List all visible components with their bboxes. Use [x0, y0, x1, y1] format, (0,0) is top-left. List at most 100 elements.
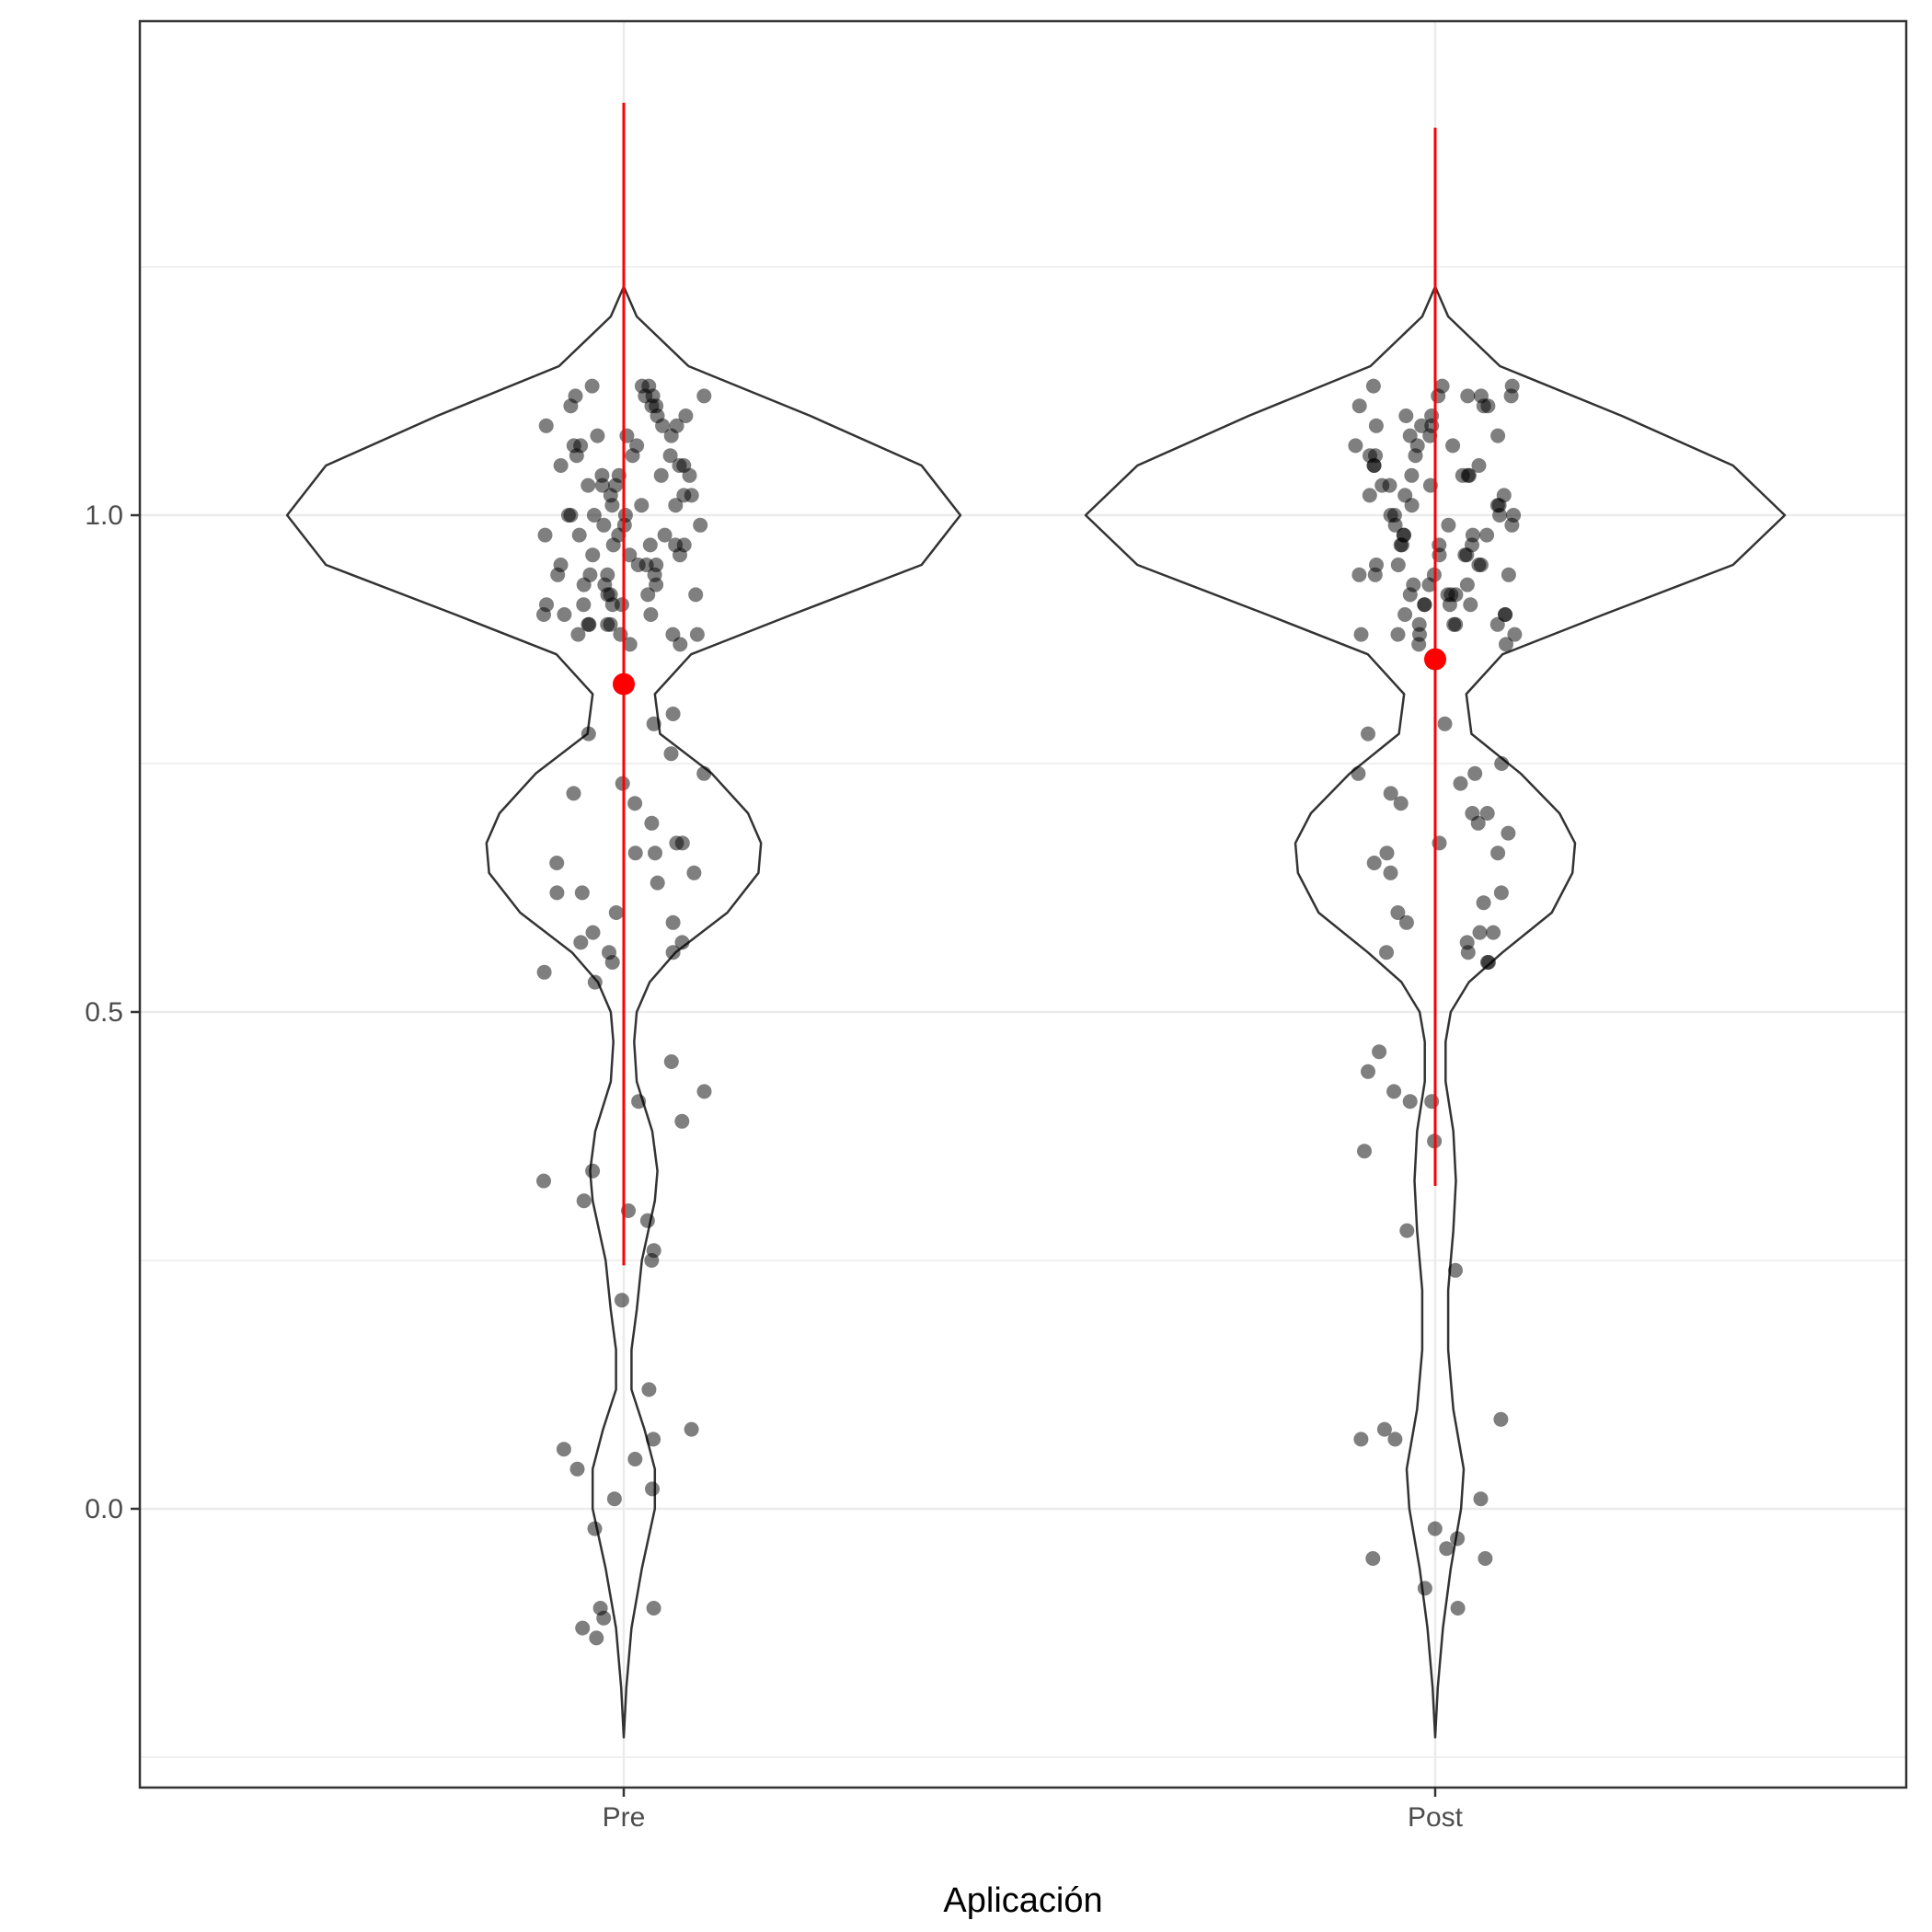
data-point: [639, 1213, 655, 1228]
mean-point: [1424, 648, 1446, 671]
data-point: [657, 527, 673, 543]
data-point: [586, 508, 602, 523]
data-point: [1379, 845, 1395, 861]
data-point: [569, 1461, 585, 1477]
data-point: [569, 448, 584, 464]
data-point: [676, 488, 692, 503]
data-point: [1351, 398, 1367, 414]
data-point: [1383, 865, 1398, 880]
y-tick-label: 0.0: [85, 1494, 123, 1524]
data-point: [1390, 905, 1406, 920]
data-point: [653, 467, 669, 483]
data-point: [605, 537, 621, 553]
data-point: [538, 418, 554, 433]
data-point: [627, 845, 643, 861]
data-point: [1351, 567, 1367, 582]
data-point: [589, 1630, 604, 1646]
data-point: [1479, 806, 1495, 821]
data-point: [1397, 607, 1413, 622]
data-point: [587, 974, 603, 990]
data-point: [1421, 577, 1437, 592]
data-point: [1507, 627, 1523, 642]
data-point: [568, 388, 583, 404]
data-point: [1398, 914, 1414, 930]
data-point: [606, 1491, 622, 1507]
data-point: [575, 1620, 591, 1636]
data-point: [1414, 418, 1430, 433]
data-point: [1448, 616, 1464, 632]
data-point: [587, 1521, 603, 1536]
data-point: [696, 388, 712, 404]
data-point: [1486, 925, 1501, 940]
data-point: [1473, 1491, 1489, 1507]
data-point: [1367, 567, 1383, 582]
data-point: [1417, 1581, 1432, 1596]
data-point: [1353, 1432, 1369, 1447]
data-point: [649, 577, 664, 592]
data-point: [1460, 945, 1476, 960]
data-point: [631, 1094, 647, 1110]
data-point: [672, 458, 687, 473]
data-point: [617, 508, 633, 523]
data-point: [1471, 458, 1487, 473]
data-point: [574, 885, 590, 901]
data-point: [585, 1163, 601, 1179]
data-point: [634, 498, 650, 513]
data-point: [1439, 1541, 1455, 1557]
data-point: [648, 845, 662, 861]
data-point: [1351, 765, 1366, 781]
data-point: [1479, 527, 1495, 543]
data-point: [1383, 786, 1398, 801]
data-point: [650, 875, 665, 891]
data-point: [640, 587, 656, 603]
data-point: [570, 627, 586, 642]
data-point: [1366, 458, 1382, 473]
data-point: [1431, 388, 1446, 404]
data-point: [686, 865, 702, 880]
data-point: [537, 527, 553, 543]
data-point: [1397, 527, 1412, 543]
data-point: [1493, 885, 1509, 901]
data-point: [662, 448, 678, 464]
data-point: [1491, 498, 1507, 513]
data-point: [634, 378, 650, 394]
data-point: [1441, 517, 1456, 533]
data-point: [646, 716, 661, 731]
data-point: [682, 467, 697, 483]
summary-stats: [613, 102, 1446, 1266]
data-point: [604, 498, 620, 513]
data-point: [674, 935, 690, 950]
data-point: [1489, 616, 1505, 632]
data-point: [600, 616, 615, 632]
data-point: [696, 765, 712, 781]
data-point: [625, 448, 640, 464]
data-point: [644, 815, 660, 831]
data-point: [549, 885, 565, 901]
data-point: [1463, 597, 1478, 613]
x-axis-title: Aplicación: [943, 1881, 1102, 1920]
axes: 0.0 0.5 1.0 Pre Post: [85, 500, 1463, 1833]
data-point: [596, 1610, 612, 1626]
data-point: [585, 547, 601, 563]
data-point: [627, 796, 643, 811]
data-point: [1450, 1531, 1466, 1547]
data-point: [1399, 1223, 1415, 1238]
data-point: [644, 1253, 660, 1268]
data-point: [549, 856, 565, 870]
data-point: [663, 428, 679, 443]
data-point: [1411, 637, 1427, 652]
mean-point: [613, 673, 635, 696]
data-point: [1457, 547, 1473, 563]
data-point: [1374, 477, 1390, 493]
data-point: [556, 1442, 571, 1457]
data-point: [1387, 517, 1403, 533]
data-point: [678, 408, 694, 423]
data-point: [646, 1601, 661, 1616]
data-point: [1379, 945, 1394, 960]
data-point: [1361, 726, 1375, 742]
data-point: [1362, 488, 1377, 503]
data-point: [1493, 1411, 1509, 1427]
data-point: [655, 418, 671, 433]
data-point: [581, 726, 596, 742]
